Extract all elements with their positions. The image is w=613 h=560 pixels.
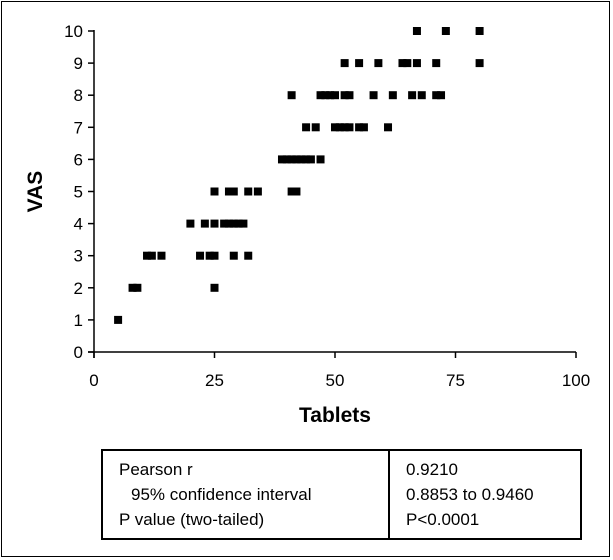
y-tick-label: 0 [74, 343, 83, 362]
data-point [355, 123, 364, 132]
data-point [244, 251, 253, 260]
x-tick-label: 100 [562, 371, 590, 390]
data-point [340, 59, 349, 68]
stats-label-column: Pearson r 95% confidence interval P valu… [103, 451, 390, 538]
x-tick-label: 75 [446, 371, 465, 390]
data-point [306, 155, 315, 164]
data-point [369, 91, 378, 100]
data-point [316, 155, 325, 164]
statistics-table: Pearson r 95% confidence interval P valu… [101, 449, 582, 540]
data-point [244, 187, 253, 196]
data-point [239, 219, 248, 228]
data-point [475, 59, 484, 68]
data-point [302, 123, 311, 132]
data-point [143, 251, 152, 260]
data-point [157, 251, 166, 260]
data-point [287, 187, 296, 196]
data-point [282, 155, 291, 164]
data-point [234, 219, 243, 228]
data-point [205, 251, 214, 260]
y-tick-label: 6 [74, 150, 83, 169]
y-tick-label: 5 [74, 183, 83, 202]
data-point [292, 155, 301, 164]
y-tick-label: 2 [74, 279, 83, 298]
data-point [210, 251, 219, 260]
data-point [133, 283, 142, 292]
data-point [186, 219, 195, 228]
data-point [374, 59, 383, 68]
data-point [210, 187, 219, 196]
data-point [229, 219, 238, 228]
x-axis: 0 25 50 75 100 [88, 351, 590, 390]
data-point [200, 219, 209, 228]
data-point [210, 283, 219, 292]
data-point [287, 91, 296, 100]
y-tick-label: 3 [74, 247, 83, 266]
data-point [340, 123, 349, 132]
data-point [384, 123, 393, 132]
x-axis-title: Tablets [299, 404, 371, 427]
data-point [335, 123, 344, 132]
data-point [229, 251, 238, 260]
data-point [398, 59, 407, 68]
data-point [475, 27, 484, 35]
data-point [229, 187, 238, 196]
data-point [316, 91, 325, 100]
stat-value: 0.9210 [406, 460, 458, 479]
y-axis-title: VAS [24, 171, 47, 213]
data-points [114, 27, 484, 324]
y-tick-label: 10 [64, 22, 83, 41]
data-point [297, 155, 306, 164]
y-tick-label: 9 [74, 54, 83, 73]
x-tick-label: 25 [205, 371, 224, 390]
x-tick-label: 0 [89, 371, 98, 390]
data-point [321, 91, 330, 100]
data-point [345, 123, 354, 132]
y-tick-label: 7 [74, 118, 83, 137]
stat-label: 95% confidence interval [131, 485, 312, 504]
data-point [302, 155, 311, 164]
data-point [114, 315, 123, 324]
y-tick-label: 1 [74, 311, 83, 330]
data-point [359, 123, 368, 132]
data-point [437, 91, 446, 100]
stat-value: P<0.0001 [406, 510, 480, 529]
data-point [147, 251, 156, 260]
data-point [224, 219, 233, 228]
data-point [412, 27, 421, 35]
data-point [388, 91, 397, 100]
data-point [292, 187, 301, 196]
data-point [331, 91, 339, 100]
data-point [441, 27, 450, 35]
y-axis: 0 1 2 3 4 5 6 7 8 9 10 [64, 22, 95, 362]
data-point [340, 91, 349, 100]
data-point [331, 123, 339, 132]
data-point [326, 91, 335, 100]
data-point [220, 219, 229, 228]
data-point [287, 155, 296, 164]
data-point [408, 91, 417, 100]
y-tick-label: 4 [74, 215, 83, 234]
data-point [432, 91, 441, 100]
data-point [128, 283, 137, 292]
data-point [253, 187, 262, 196]
data-point [311, 123, 320, 132]
stat-label: P value (two-tailed) [119, 510, 265, 529]
data-point [417, 91, 426, 100]
data-point [224, 187, 233, 196]
data-point [196, 251, 205, 260]
data-point [432, 59, 441, 68]
stats-value-column: 0.9210 0.8853 to 0.9460 P<0.0001 [390, 451, 580, 538]
data-point [355, 59, 364, 68]
data-point [345, 91, 354, 100]
stat-label: Pearson r [119, 460, 193, 479]
data-point [403, 59, 412, 68]
x-tick-label: 50 [326, 371, 345, 390]
data-point [210, 219, 219, 228]
data-point [412, 59, 421, 68]
data-point [277, 155, 286, 164]
stat-value: 0.8853 to 0.9460 [406, 485, 534, 504]
y-tick-label: 8 [74, 86, 83, 105]
